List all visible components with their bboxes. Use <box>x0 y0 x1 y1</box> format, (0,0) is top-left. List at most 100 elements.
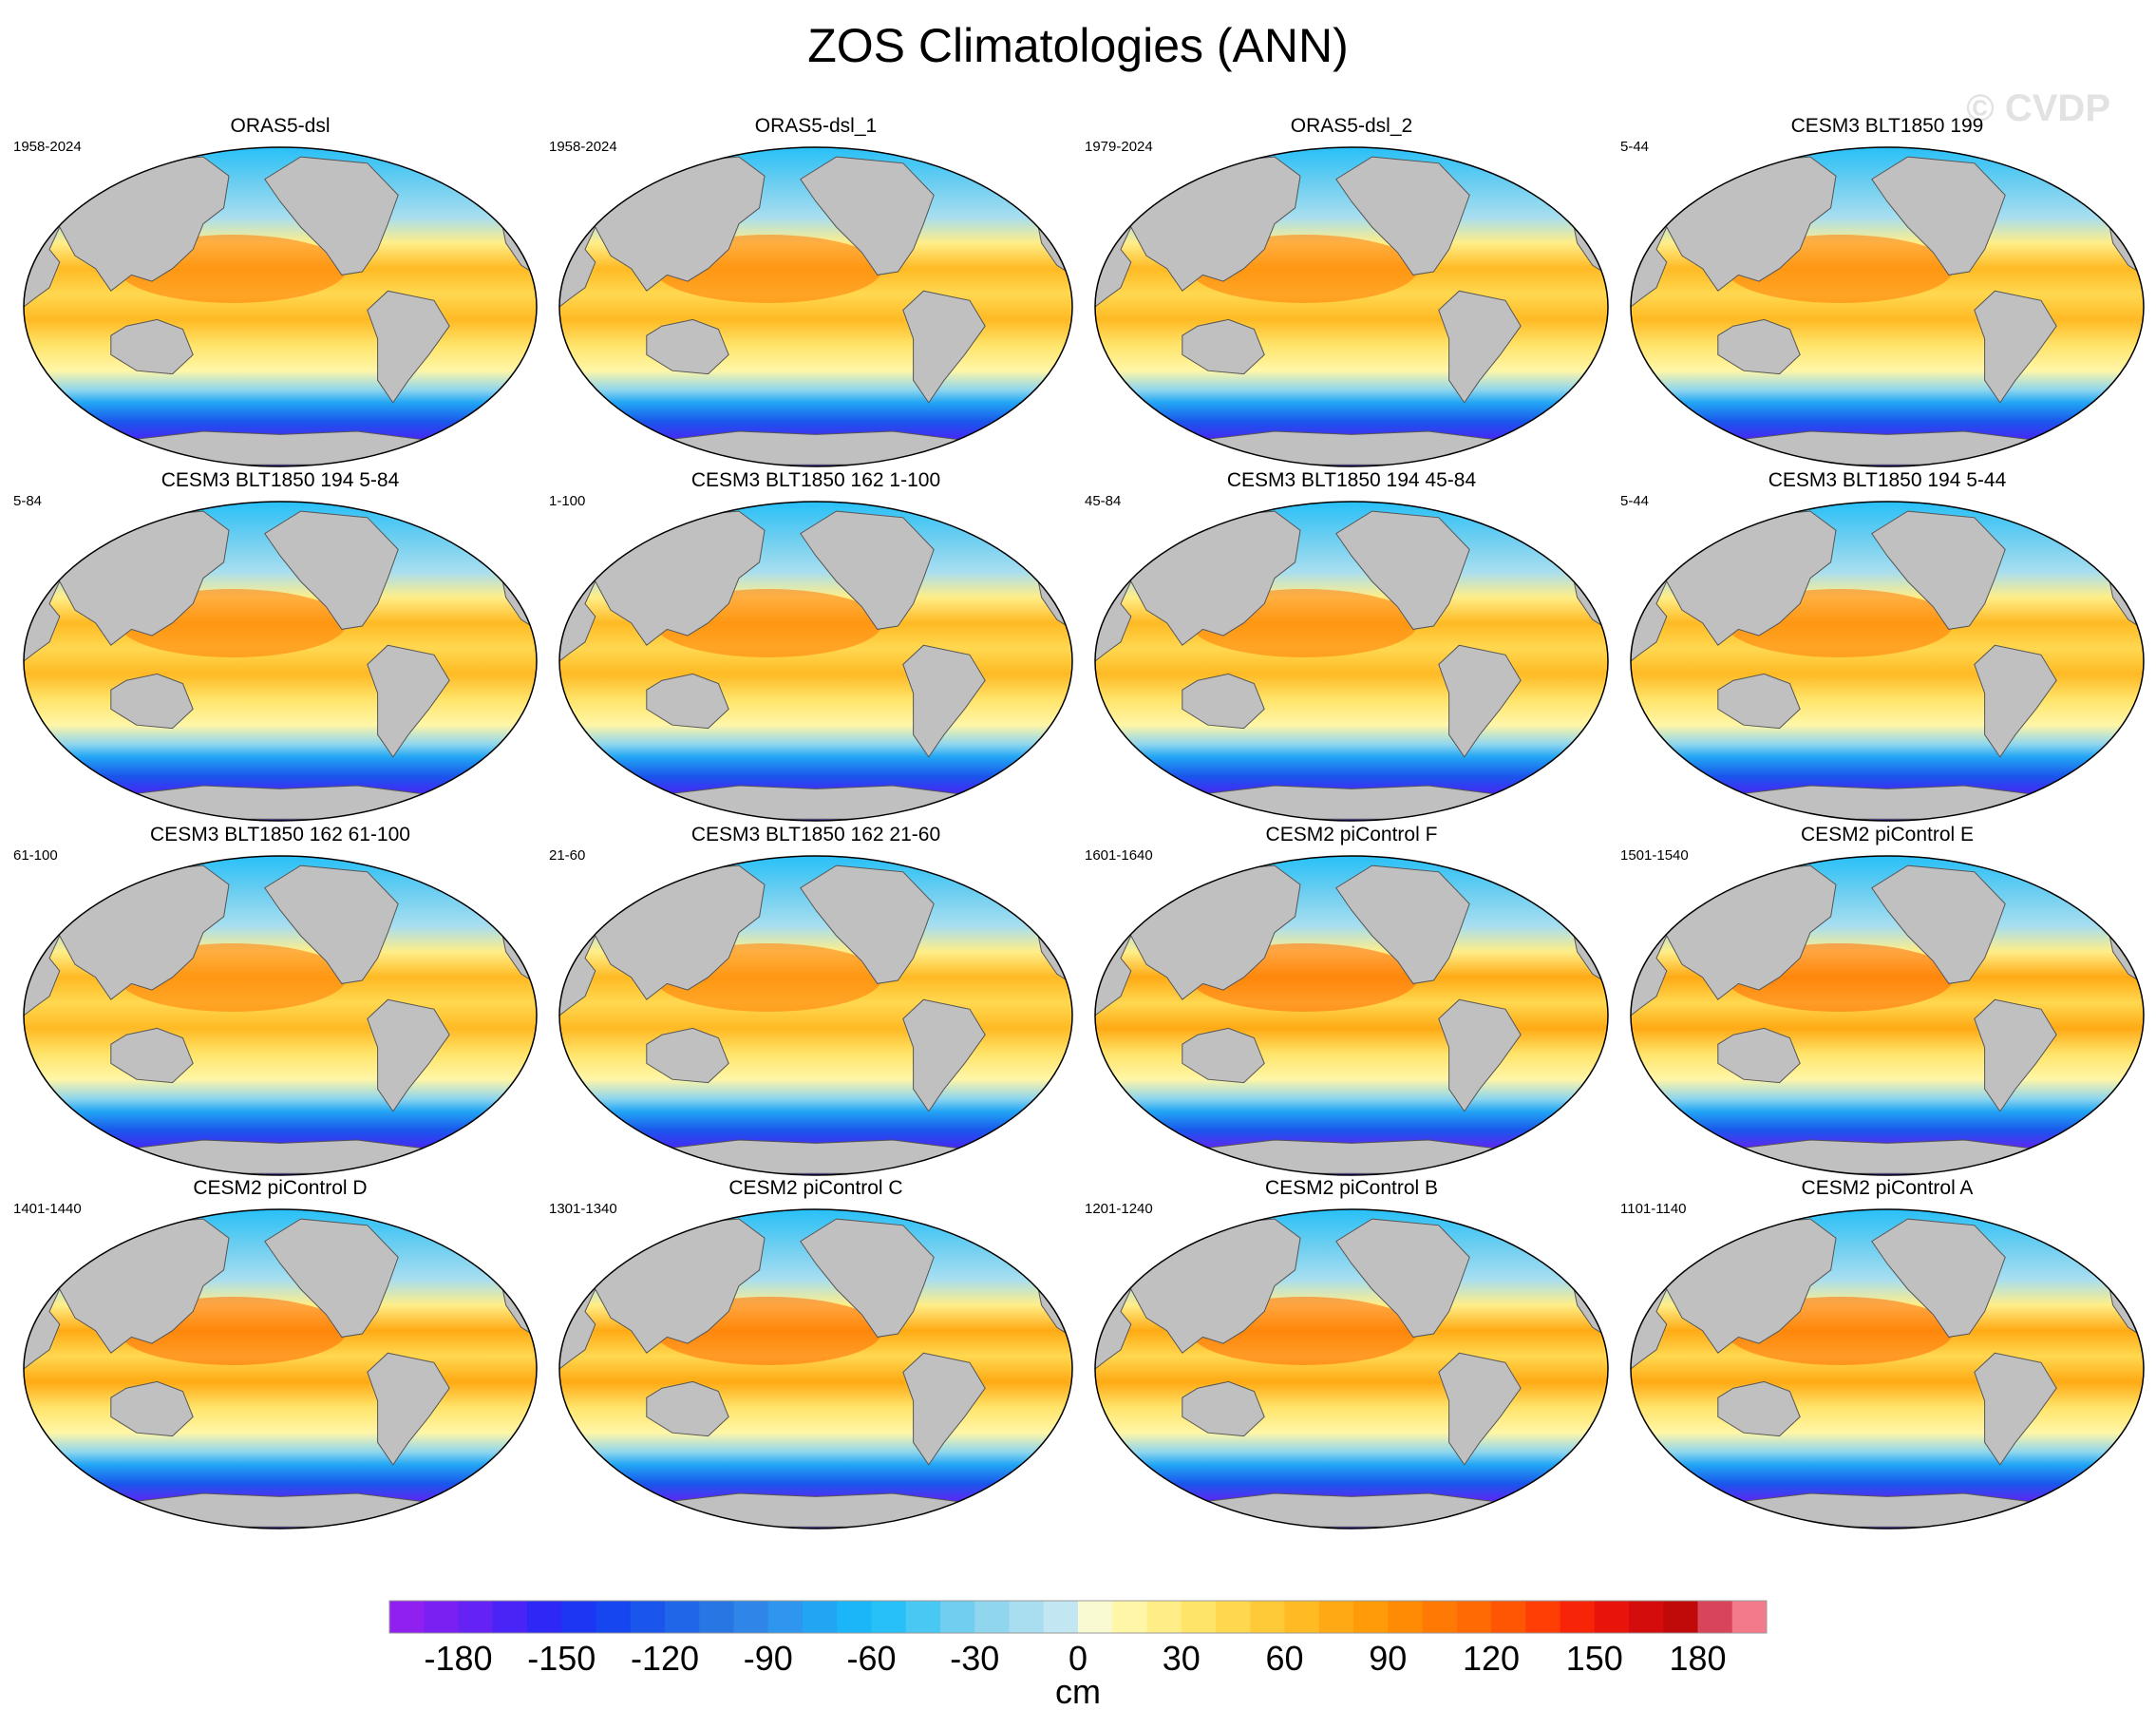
map-border <box>1630 146 2145 467</box>
map-panel: ORAS5-dsl_2 1979-2024 <box>1085 114 1618 471</box>
land-mass <box>1438 998 1522 1112</box>
land-mass <box>1717 318 1801 375</box>
map-border <box>558 146 1073 467</box>
colorbar-swatch <box>1250 1601 1285 1633</box>
colorbar-swatch <box>1731 1601 1768 1633</box>
colorbar-tick-label: 120 <box>1463 1639 1520 1678</box>
panel-period: 1501-1540 <box>1620 847 1689 864</box>
map-border <box>558 1208 1073 1530</box>
map-panel: CESM3 BLT1850 194 5-44 5-44 <box>1620 468 2154 826</box>
panel-title: CESM3 BLT1850 199 <box>1790 115 1984 137</box>
colorbar-swatch <box>1353 1601 1389 1633</box>
land-mass <box>264 156 399 276</box>
colorbar-swatch <box>1284 1601 1320 1633</box>
world-map <box>23 146 538 467</box>
map-border <box>1094 501 1609 822</box>
panel-period: 1979-2024 <box>1085 139 1153 155</box>
map-border <box>23 146 538 467</box>
colorbar-swatch <box>733 1601 769 1633</box>
panel-period: 1301-1340 <box>549 1201 617 1217</box>
colorbar-swatch <box>1594 1601 1630 1633</box>
panel-period: 5-44 <box>1620 493 1650 509</box>
map-panel: CESM3 BLT1850 162 61-100 61-100 <box>13 823 547 1180</box>
land-mass <box>1335 510 1470 630</box>
land-mass <box>902 998 986 1112</box>
panel-title: CESM2 piControl A <box>1801 1177 1974 1199</box>
colorbar-swatch <box>1525 1601 1560 1633</box>
colorbar-swatch <box>1388 1601 1423 1633</box>
map-border <box>1630 1208 2145 1530</box>
world-map <box>23 501 538 822</box>
map-panel: CESM2 piControl D 1401-1440 <box>13 1176 547 1533</box>
map-panel: CESM2 piControl A 1101-1140 <box>1620 1176 2154 1533</box>
land-mass <box>902 644 986 758</box>
map-border <box>1094 1208 1609 1530</box>
panel-title: CESM3 BLT1850 162 21-60 <box>690 824 941 846</box>
panel-title: CESM2 piControl E <box>1800 824 1975 846</box>
world-map <box>23 855 538 1176</box>
colorbar-swatch <box>492 1601 528 1633</box>
colorbar-swatch <box>1697 1601 1733 1633</box>
panel-title: CESM2 piControl D <box>193 1177 368 1199</box>
colorbar-swatch <box>871 1601 907 1633</box>
land-mass <box>1182 1380 1265 1437</box>
land-mass <box>902 1352 986 1466</box>
world-map <box>23 1208 538 1530</box>
world-map <box>1094 501 1609 822</box>
land-mass <box>110 1380 194 1437</box>
colorbar-unit-label: cm <box>1055 1672 1101 1711</box>
map-panel: ORAS5-dsl 1958-2024 <box>13 114 547 471</box>
colorbar-swatch <box>837 1601 872 1633</box>
colorbar-tick-label: 90 <box>1369 1639 1407 1678</box>
world-map <box>558 1208 1073 1530</box>
land-mass <box>1717 1380 1801 1437</box>
world-map <box>1630 501 2145 822</box>
land-mass <box>264 864 399 984</box>
panel-period: 1401-1440 <box>13 1201 82 1217</box>
world-map <box>1630 855 2145 1176</box>
panel-period: 1101-1140 <box>1620 1201 1687 1217</box>
land-mass <box>1438 644 1522 758</box>
land-mass <box>646 673 729 730</box>
colorbar-tick-label: -120 <box>631 1639 699 1678</box>
map-border <box>23 501 538 822</box>
colorbar-tick-label: -60 <box>846 1639 896 1678</box>
map-panel: CESM3 BLT1850 194 5-84 5-84 <box>13 468 547 826</box>
map-panel: CESM2 piControl E 1501-1540 <box>1620 823 2154 1180</box>
colorbar-swatch <box>596 1601 632 1633</box>
panel-period: 61-100 <box>13 847 58 864</box>
panel-period: 45-84 <box>1085 493 1122 509</box>
land-mass <box>1974 644 2057 758</box>
colorbar-swatch <box>1663 1601 1698 1633</box>
map-border <box>1094 146 1609 467</box>
colorbar-swatch <box>1146 1601 1182 1633</box>
panel-period: 1601-1640 <box>1085 847 1153 864</box>
land-mass <box>1717 673 1801 730</box>
colorbar-tick-label: 60 <box>1265 1639 1303 1678</box>
panel-title: ORAS5-dsl <box>230 115 331 137</box>
land-mass <box>1717 1027 1801 1084</box>
map-panel: CESM3 BLT1850 199 5-44 <box>1620 114 2154 471</box>
colorbar-tick-label: 0 <box>1069 1639 1087 1678</box>
land-mass <box>1438 290 1522 404</box>
land-mass <box>1335 864 1470 984</box>
land-mass <box>367 644 450 758</box>
land-mass <box>1438 1352 1522 1466</box>
panel-period: 1958-2024 <box>549 139 617 155</box>
land-mass <box>110 1027 194 1084</box>
colorbar-tick-label: 30 <box>1163 1639 1201 1678</box>
land-mass <box>646 318 729 375</box>
land-mass <box>1974 998 2057 1112</box>
land-mass <box>1974 1352 2057 1466</box>
map-panel: ORAS5-dsl_1 1958-2024 <box>549 114 1083 471</box>
land-mass <box>646 1027 729 1084</box>
world-map <box>1094 1208 1609 1530</box>
land-mass <box>367 1352 450 1466</box>
map-border <box>23 1208 538 1530</box>
map-panel: CESM2 piControl C 1301-1340 <box>549 1176 1083 1533</box>
world-map <box>558 855 1073 1176</box>
world-map <box>558 501 1073 822</box>
panel-period: 5-84 <box>13 493 43 509</box>
colorbar-swatch <box>1491 1601 1526 1633</box>
